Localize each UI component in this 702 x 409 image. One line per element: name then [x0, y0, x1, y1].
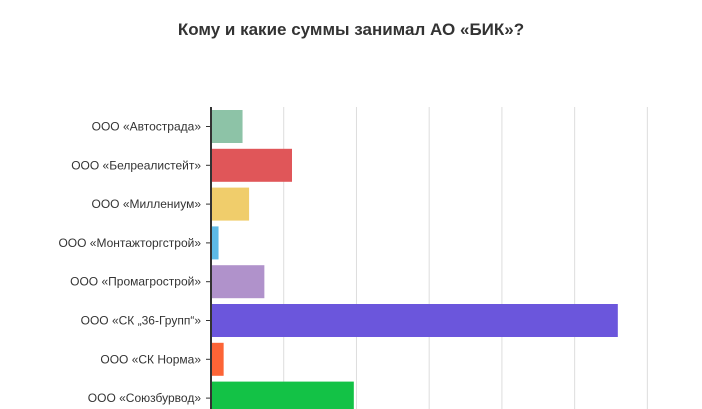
category-label: ООО «Белреалистейт»	[71, 158, 201, 172]
chart-title: Кому и какие суммы занимал АО «БИК»?	[177, 20, 525, 39]
bar[interactable]	[212, 110, 243, 143]
bar[interactable]	[212, 265, 265, 299]
bar[interactable]	[212, 381, 354, 409]
bar[interactable]	[212, 226, 219, 260]
category-label: ООО «Союзбурвод»	[88, 391, 202, 405]
category-label: ООО «СК Норма»	[100, 352, 201, 366]
category-label: ООО «Промагрострой»	[70, 275, 201, 289]
category-label: ООО «Монтажторгстрой»	[58, 236, 201, 250]
bar[interactable]	[212, 148, 292, 182]
bar[interactable]	[212, 304, 618, 337]
category-label: ООО «Автострада»	[92, 120, 202, 134]
category-label: ООО «Миллениум»	[91, 197, 201, 211]
bar[interactable]	[212, 187, 250, 221]
bar[interactable]	[212, 342, 224, 376]
category-label: ООО «СК „36-Групп“»	[81, 314, 202, 328]
